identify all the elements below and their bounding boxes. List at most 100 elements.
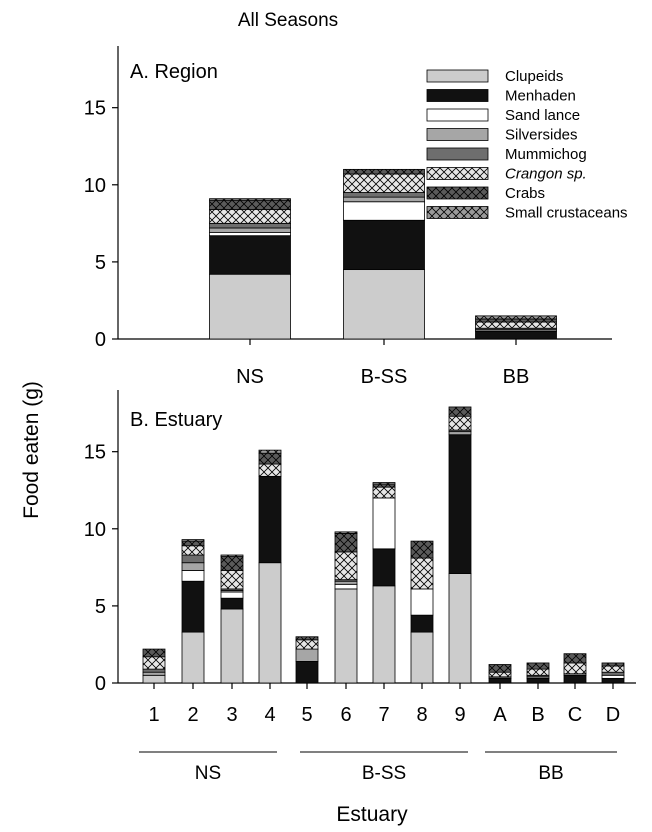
bar-ns-clupeids: [209, 273, 291, 340]
legend-swatch-silversides: [426, 128, 489, 141]
legend-label-clupeids: Clupeids: [505, 68, 563, 85]
legend-swatch-sand-lance: [426, 108, 489, 122]
legend-label-crangon-sp: Crangon sp.: [505, 166, 587, 183]
legend-swatch-small-crustaceans: [426, 206, 489, 219]
bar-8-crabs: [410, 540, 434, 559]
x-tick-label: 3: [226, 704, 237, 726]
y-axis-label: Food eaten (g): [20, 381, 43, 519]
bar-b-ss-crabs: [343, 168, 425, 175]
bar-4-crangon-sp: [258, 463, 282, 477]
bar-1-mummichog: [142, 668, 166, 673]
bar-c-crangon-sp: [563, 662, 587, 675]
bar-3-clupeids: [220, 608, 244, 684]
legend-swatch-crabs: [426, 186, 489, 200]
bar-bb-crabs: [475, 318, 557, 323]
bar-9-crangon-sp: [448, 415, 472, 431]
bar-2-clupeids: [181, 631, 205, 684]
bar-8-clupeids: [410, 631, 434, 684]
bar-8-menhaden: [410, 614, 434, 633]
bar-5-crangon-sp: [295, 639, 319, 650]
bar-2-menhaden: [181, 580, 205, 633]
bar-c-crabs: [563, 653, 587, 664]
bar-a-crangon-sp: [488, 671, 512, 678]
bar-b-menhaden: [526, 677, 550, 684]
bar-c-menhaden: [563, 674, 587, 684]
legend-swatch-mummichog: [426, 147, 489, 161]
bar-ns-menhaden: [209, 235, 291, 275]
bar-9-menhaden: [448, 434, 472, 574]
bar-7-crangon-sp: [372, 486, 396, 499]
bar-b-ss-sand-lance: [343, 201, 425, 221]
bar-1-crabs: [142, 648, 166, 658]
bar-5-crabs: [295, 636, 319, 641]
legend-label-mummichog: Mummichog: [505, 146, 587, 163]
bar-d-menhaden: [601, 677, 625, 684]
y-tick-label: 5: [95, 596, 106, 618]
legend-swatch-crangon-sp: [426, 167, 489, 180]
bar-a-menhaden: [488, 677, 512, 684]
x-tick-label: 2: [187, 704, 198, 726]
y-tick-label: 5: [95, 252, 106, 274]
legend-label-menhaden: Menhaden: [505, 88, 576, 105]
x-tick-label: B-SS: [361, 366, 408, 388]
x-tick-label: 6: [340, 704, 351, 726]
bar-d-sand-lance: [601, 674, 625, 679]
x-tick-label: 1: [148, 704, 159, 726]
x-tick-label: B: [531, 704, 544, 726]
bar-2-crabs: [181, 540, 205, 547]
bar-bb-menhaden: [475, 330, 557, 340]
bar-b-crabs: [526, 662, 550, 670]
x-axis-label: Estuary: [336, 803, 408, 826]
bar-1-crangon-sp: [142, 656, 166, 670]
bar-d-crabs: [601, 662, 625, 667]
bar-6-clupeids: [334, 588, 358, 684]
bar-1-silversides: [142, 671, 166, 676]
legend-label-silversides: Silversides: [505, 127, 578, 144]
bar-b-crangon-sp: [526, 668, 550, 676]
legend-label-sand-lance: Sand lance: [505, 107, 580, 124]
bar-3-menhaden: [220, 597, 244, 610]
legend-swatch-clupeids: [426, 69, 489, 83]
legend-label-crabs: Crabs: [505, 185, 545, 202]
bar-3-small-crustaceans: [220, 554, 244, 557]
bar-6-small-crustaceans: [334, 531, 358, 534]
legend: Clupeids Menhaden Sand lance Silversides Mum…: [426, 68, 628, 222]
bar-b-ss-mummichog: [343, 192, 425, 198]
bar-d-crangon-sp: [601, 665, 625, 673]
bar-9-clupeids: [448, 573, 472, 684]
bar-2-sand-lance: [181, 570, 205, 582]
y-tick-label: 10: [84, 175, 106, 197]
bar-bb-crangon-sp: [475, 321, 557, 329]
bar-8-crangon-sp: [410, 557, 434, 590]
figure-title: All Seasons: [238, 10, 338, 31]
bar-4-clupeids: [258, 562, 282, 684]
bar-7-menhaden: [372, 548, 396, 587]
x-tick-label: A: [493, 704, 507, 726]
x-tick-label: 9: [454, 704, 465, 726]
bar-7-sand-lance: [372, 497, 396, 550]
bar-3-crabs: [220, 556, 244, 571]
x-tick-label: D: [606, 704, 620, 726]
y-tick-label: 0: [95, 673, 106, 695]
bar-b-ss-silversides: [343, 196, 425, 203]
bar-bb-small-crustaceans: [475, 315, 557, 320]
bar-ns-crabs: [209, 199, 291, 210]
bar-2-silversides: [181, 562, 205, 571]
bar-6-crangon-sp: [334, 551, 358, 581]
bar-9-silversides: [448, 431, 472, 436]
panel-a-plot: 0 5 10 15 NS B-SS BB: [84, 46, 612, 388]
panel-b-plot: 0 5 10 15 1 2 3 4 5 6 7 8 9 A B C D NS B-SS BB: [84, 390, 636, 784]
bar-6-sand-lance: [334, 583, 358, 590]
bar-4-menhaden: [258, 475, 282, 564]
legend-swatch-menhaden: [426, 89, 489, 102]
bar-4-crabs: [258, 452, 282, 465]
bar-b-ss-clupeids: [343, 269, 425, 340]
bar-6-silversides: [334, 580, 358, 585]
bar-1-clupeids: [142, 674, 166, 684]
panel-a-title: A. Region: [130, 61, 218, 83]
x-tick-label: 8: [416, 704, 427, 726]
bar-2-mummichog: [181, 554, 205, 564]
bar-5-silversides: [295, 648, 319, 662]
bar-7-clupeids: [372, 585, 396, 684]
